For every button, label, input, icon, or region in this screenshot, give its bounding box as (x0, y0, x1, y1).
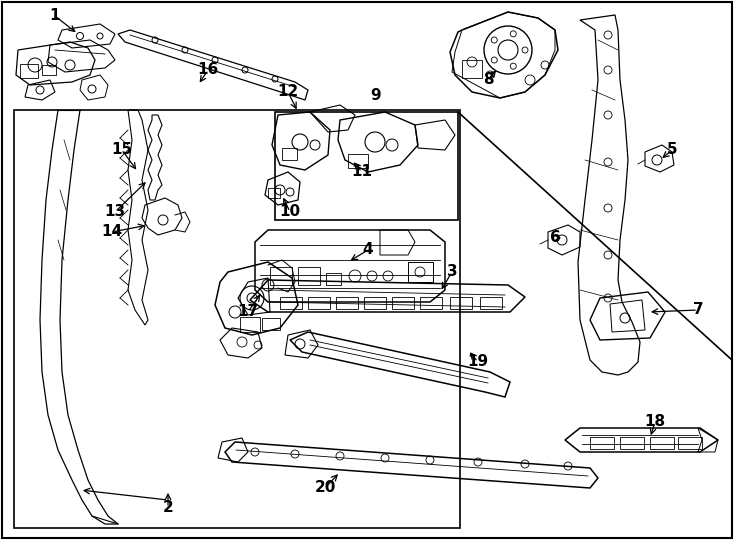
Text: 20: 20 (314, 481, 335, 496)
Text: 7: 7 (693, 302, 703, 318)
Text: 4: 4 (363, 242, 374, 258)
Text: 1: 1 (50, 9, 60, 24)
Bar (262, 318, 280, 330)
Text: 15: 15 (112, 143, 133, 158)
Text: 2: 2 (163, 501, 173, 516)
Polygon shape (610, 300, 645, 332)
Bar (282, 148, 297, 160)
Bar (240, 317, 260, 332)
Bar (308, 297, 330, 309)
Bar (408, 262, 433, 282)
Bar (462, 60, 482, 78)
Text: 6: 6 (550, 231, 560, 246)
Bar (650, 437, 674, 449)
Text: 16: 16 (197, 63, 219, 78)
Text: 13: 13 (104, 205, 126, 219)
Text: 11: 11 (352, 165, 372, 179)
Text: 5: 5 (666, 143, 677, 158)
Bar (590, 437, 614, 449)
Text: 10: 10 (280, 205, 300, 219)
Bar (364, 297, 386, 309)
Bar (620, 437, 644, 449)
Text: 19: 19 (468, 354, 489, 369)
Bar (336, 297, 358, 309)
Bar (298, 267, 320, 285)
Text: 12: 12 (277, 84, 299, 99)
Bar (420, 297, 442, 309)
Bar (42, 65, 56, 75)
Bar (280, 297, 302, 309)
Bar (270, 267, 292, 285)
Bar (392, 297, 414, 309)
Bar (268, 188, 280, 198)
Bar (450, 297, 472, 309)
Text: 8: 8 (483, 72, 493, 87)
Bar (348, 154, 368, 168)
Text: 9: 9 (371, 87, 381, 103)
Text: 14: 14 (101, 225, 123, 240)
Bar (326, 273, 341, 285)
Bar (20, 64, 38, 78)
Text: 3: 3 (447, 265, 457, 280)
Bar (678, 437, 702, 449)
Text: 17: 17 (237, 305, 258, 320)
Bar (480, 297, 502, 309)
Text: 18: 18 (644, 415, 666, 429)
